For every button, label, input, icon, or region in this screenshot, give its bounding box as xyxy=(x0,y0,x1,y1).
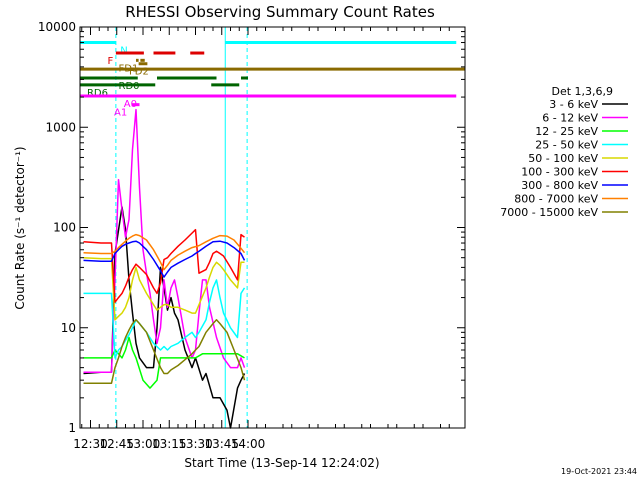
flag-fd1-label: FD1 xyxy=(119,63,139,74)
x-tick-label: 12:30 xyxy=(73,437,108,451)
series-line-3-6-kev xyxy=(83,206,246,429)
flag-rd0-label: RD0 xyxy=(119,81,140,92)
legend-label-100-300-kev: 100 - 300 keV xyxy=(521,166,598,179)
flag-f-label: F xyxy=(107,56,113,67)
x-tick-label: 13:00 xyxy=(126,437,161,451)
x-tick-label: 13:45 xyxy=(204,437,239,451)
generation-timestamp: 19-Oct-2021 23:44 xyxy=(561,467,637,476)
series-line-7000-15000-kev xyxy=(83,319,246,384)
y-tick-label: 100 xyxy=(53,221,76,235)
y-axis-label: Count Rate (s⁻¹ detector⁻¹) xyxy=(13,146,27,309)
series-line-12-25-kev xyxy=(83,336,245,389)
y-axis-ticks: 1 10 100 1000 10000 xyxy=(38,20,465,435)
x-tick-label: 13:30 xyxy=(178,437,213,451)
y-tick-label: 1000 xyxy=(45,120,76,134)
flag-a0-label: A0 xyxy=(124,99,137,110)
y-tick-label: 10000 xyxy=(38,20,76,34)
legend-label-3-6-kev: 3 - 6 keV xyxy=(549,98,598,111)
legend-label-50-100-kev: 50 - 100 keV xyxy=(528,152,598,165)
y-tick-label: 10 xyxy=(61,321,76,335)
x-tick-label: 12:45 xyxy=(99,437,134,451)
legend-label-800-7000-kev: 800 - 7000 keV xyxy=(514,193,598,206)
y-tick-label: 1 xyxy=(68,421,76,435)
series-line-300-800-kev xyxy=(83,240,246,278)
x-tick-label: 14:00 xyxy=(231,437,266,451)
flag-rd6-label: RD6 xyxy=(87,88,108,99)
series-line-6-12-kev xyxy=(83,108,246,373)
x-axis-label: Start Time (13-Sep-14 12:24:02) xyxy=(184,456,379,470)
legend-label-300-800-kev: 300 - 800 keV xyxy=(521,179,598,192)
series-line-800-7000-kev xyxy=(83,233,246,271)
legend-label-12-25-kev: 12 - 25 keV xyxy=(535,125,598,138)
legend-label-7000-15000-kev: 7000 - 15000 keV xyxy=(500,206,598,219)
chart-title: RHESSI Observing Summary Count Rates xyxy=(125,3,435,21)
legend-label-25-50-kev: 25 - 50 keV xyxy=(535,139,598,152)
legend-label-6-12-kev: 6 - 12 keV xyxy=(542,112,598,125)
x-tick-label: 13:15 xyxy=(152,437,187,451)
series-line-100-300-kev xyxy=(83,228,245,303)
flag-fd2-label: FD2 xyxy=(129,67,149,78)
series-line-50-100-kev xyxy=(83,256,245,321)
flag-a1-label: A1 xyxy=(114,108,127,119)
flag-n-label: N xyxy=(120,46,127,57)
legend-title: Det 1,3,6,9 xyxy=(551,85,613,98)
